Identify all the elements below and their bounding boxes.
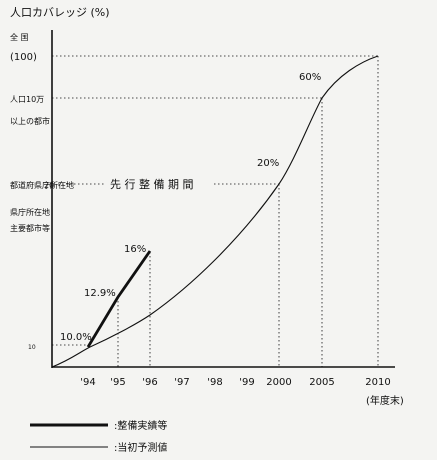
x-tick-label: '97 bbox=[174, 377, 189, 388]
pre-dev-period-label: 先 行 整 備 期 間 bbox=[110, 177, 193, 191]
label-nationwide: 全 国 bbox=[10, 32, 29, 42]
y-axis-title: 人口カバレッジ (%) bbox=[10, 6, 110, 19]
series-actual-line bbox=[86, 250, 152, 348]
legend-actual-label: :整備実績等 bbox=[114, 419, 167, 432]
data-label-95: 12.9% bbox=[84, 288, 116, 299]
label-pre-dev-tick: 20 bbox=[44, 181, 54, 190]
label-over-cities: 以上の都市 bbox=[10, 116, 50, 126]
x-tick-label: 2010 bbox=[365, 377, 390, 388]
legend: :整備実績等 :当初予測値 bbox=[30, 419, 167, 454]
label-major-cities: 主要都市等 bbox=[10, 223, 50, 233]
x-tick-label: 2000 bbox=[266, 377, 291, 388]
x-tick-labels: '94 '95 '96 '97 '98 '99 2000 2005 2010 bbox=[80, 377, 390, 388]
x-tick-label: '94 bbox=[80, 377, 95, 388]
x-tick-label: '96 bbox=[142, 377, 157, 388]
label-pref-capitals: 県庁所在地 bbox=[10, 207, 50, 217]
x-tick-label: '99 bbox=[239, 377, 254, 388]
data-label-2005: 60% bbox=[299, 72, 321, 83]
series-forecast-line bbox=[51, 55, 379, 368]
legend-forecast-label: :当初予測値 bbox=[114, 441, 167, 454]
label-nationwide-value: (100) bbox=[10, 52, 37, 63]
data-label-2000: 20% bbox=[257, 158, 279, 169]
x-tick-label: 2005 bbox=[309, 377, 334, 388]
label-pop-100k: 人口10万 bbox=[10, 95, 44, 104]
data-label-96: 16% bbox=[124, 244, 146, 255]
label-prefectural: 都道府県庁所在地 bbox=[10, 180, 74, 190]
x-axis-title: (年度末) bbox=[366, 394, 404, 407]
x-tick-label: '98 bbox=[207, 377, 222, 388]
x-tick-label: '95 bbox=[110, 377, 125, 388]
data-label-94: 10.0% bbox=[60, 332, 92, 343]
y-tick-10: 10 bbox=[28, 344, 36, 351]
